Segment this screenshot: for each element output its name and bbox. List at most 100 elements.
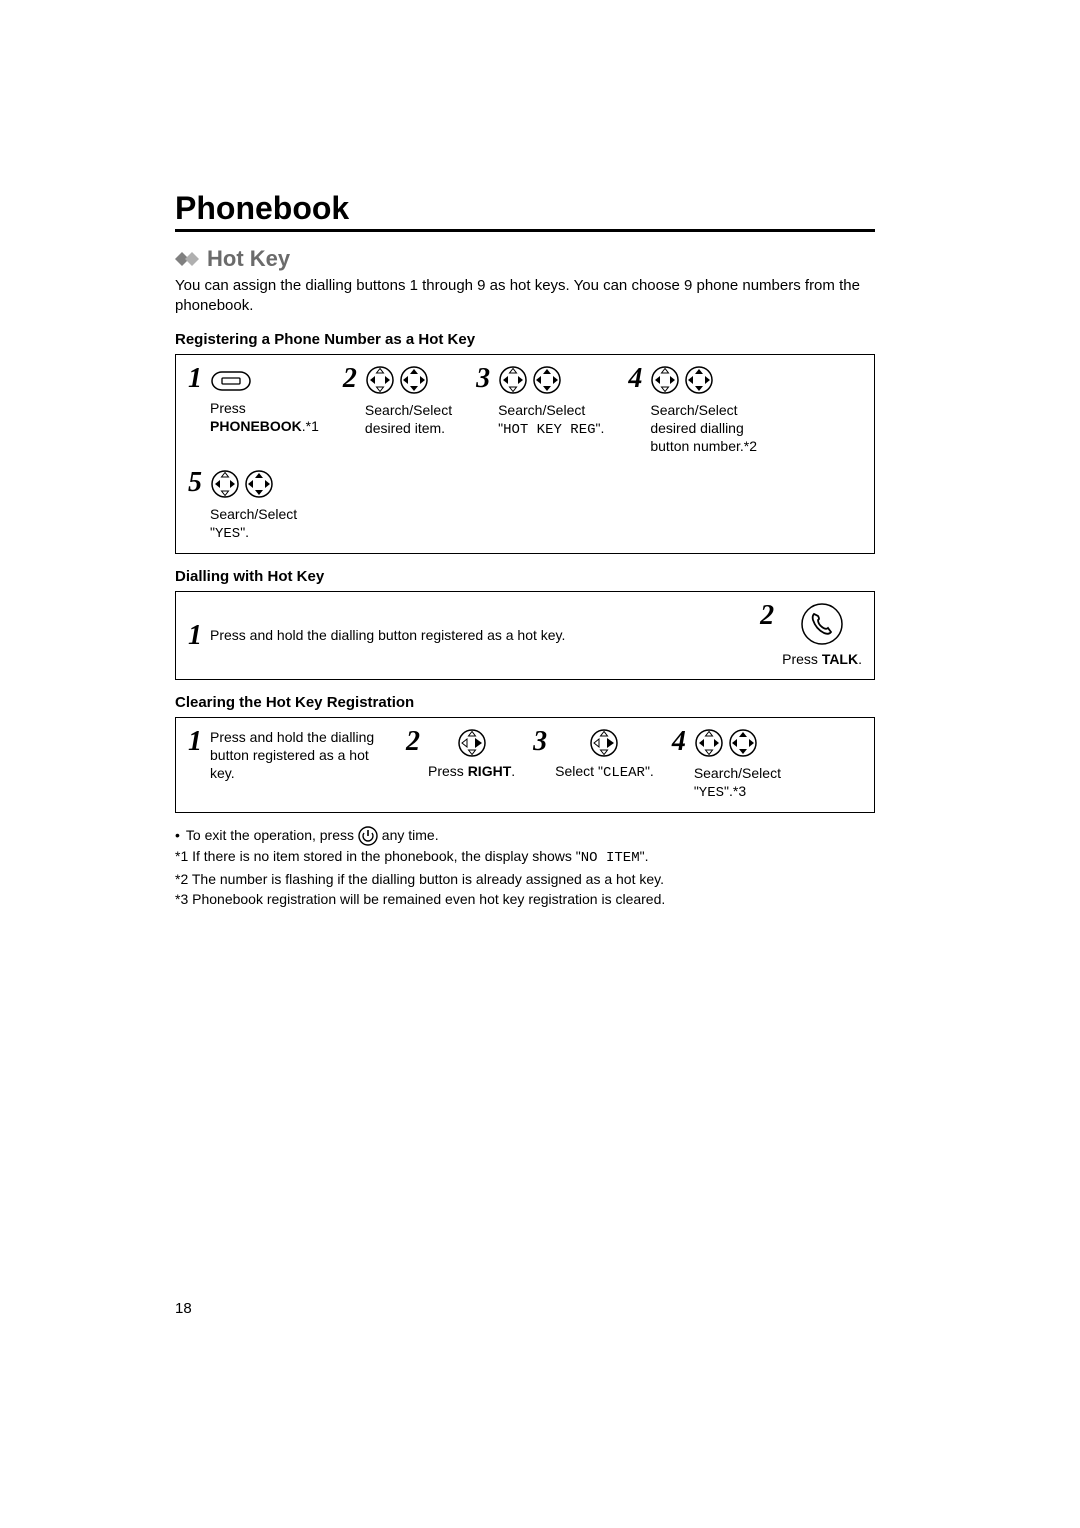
t: YES	[215, 526, 240, 542]
t: Search/Select	[498, 402, 585, 418]
t: ".	[640, 848, 649, 864]
step4-icons	[650, 365, 714, 395]
dpad-icon	[498, 365, 528, 395]
t: Search/Select	[650, 402, 737, 418]
dial-step-2: 2 Press TALK.	[760, 602, 862, 668]
t: Select	[555, 763, 598, 779]
t: To exit the operation, press any time.	[186, 825, 439, 846]
title-rule	[175, 229, 875, 232]
step1-text: Press PHONEBOOK.*1	[210, 399, 319, 435]
stepnum: 1	[188, 365, 202, 393]
t: YES	[699, 785, 724, 801]
t: RIGHT	[468, 763, 512, 779]
register-step-3: 3 Search/Select "HOT KEY REG".	[476, 365, 604, 456]
dial-step-1: 1 Press and hold the dialling button reg…	[188, 622, 565, 650]
t: .	[511, 763, 515, 779]
note-bullet: • To exit the operation, press any time.	[175, 825, 875, 846]
stepnum: 3	[476, 365, 490, 393]
clear-step-1: 1 Press and hold the dialling button reg…	[188, 728, 388, 783]
clear-heading: Clearing the Hot Key Registration	[175, 694, 875, 711]
t: Press and hold the dialling button regis…	[210, 626, 565, 644]
right-icon	[457, 728, 487, 758]
stepnum: 1	[188, 728, 202, 756]
t: To exit the operation, press	[186, 827, 358, 843]
display-button-icon	[210, 365, 252, 393]
t: Press TALK.	[782, 650, 862, 668]
stepnum: 4	[628, 365, 642, 393]
register-step-4: 4 Search/Select desired dialling button …	[628, 365, 757, 456]
register-box: 1 Press PHONEBOOK.*1 2	[175, 354, 875, 555]
clear4-icons	[694, 728, 758, 758]
t: NO ITEM	[581, 850, 640, 866]
section-title-row: Hot Key	[175, 246, 875, 272]
page-content: Phonebook Hot Key You can assign the dia…	[175, 190, 875, 909]
notes: • To exit the operation, press any time.…	[175, 825, 875, 909]
stepnum: 5	[188, 469, 202, 497]
t: Press RIGHT.	[428, 762, 515, 780]
dial-row: 1 Press and hold the dialling button reg…	[188, 602, 862, 668]
t: *1 If there is no item stored in the pho…	[175, 848, 576, 864]
t: ".*3	[724, 783, 746, 799]
t: PHONEBOOK	[210, 418, 302, 434]
stepnum: 1	[188, 622, 202, 650]
dpad-icon	[684, 365, 714, 395]
dpad-icon	[728, 728, 758, 758]
right-icon	[589, 728, 619, 758]
t: CLEAR	[603, 765, 645, 781]
dpad-icon	[399, 365, 429, 395]
t: Search/Select desired dialling button nu…	[650, 401, 757, 456]
dpad-icon	[650, 365, 680, 395]
step1-icon	[210, 365, 252, 393]
t: desired dialling	[650, 420, 743, 436]
dial-heading: Dialling with Hot Key	[175, 568, 875, 585]
dpad-icon	[532, 365, 562, 395]
note-1: *1 If there is no item stored in the pho…	[175, 846, 875, 868]
step5-icons	[210, 469, 274, 499]
stepnum: 2	[406, 728, 420, 756]
stepnum: 3	[533, 728, 547, 756]
register-heading: Registering a Phone Number as a Hot Key	[175, 331, 875, 348]
talk-icon	[800, 602, 844, 646]
register-step-5: 5 Search/Select "YES".	[188, 469, 862, 543]
dpad-icon	[694, 728, 724, 758]
t: Select "CLEAR".	[555, 762, 654, 782]
t: Press	[782, 651, 822, 667]
clear-row: 1 Press and hold the dialling button reg…	[188, 728, 862, 802]
note-2: *2 The number is flashing if the diallin…	[175, 869, 875, 889]
power-icon	[358, 826, 378, 846]
register-step-2: 2 Search/Select desired item.	[343, 365, 452, 456]
t: Search/Select "YES".*3	[694, 764, 781, 802]
t: Search/Select	[365, 402, 452, 418]
t: .	[858, 651, 862, 667]
t: HOT KEY REG	[503, 422, 595, 438]
register-row: 1 Press PHONEBOOK.*1 2	[188, 365, 862, 544]
t: ".	[645, 763, 654, 779]
dpad-icon	[210, 469, 240, 499]
section: Hot Key You can assign the dialling butt…	[175, 246, 875, 317]
page-number: 18	[175, 1300, 192, 1317]
dpad-icon	[244, 469, 274, 499]
t: Search/Select desired item.	[365, 401, 452, 437]
t: ".	[596, 420, 605, 436]
t: any time.	[382, 827, 439, 843]
section-title: Hot Key	[207, 246, 290, 272]
clear-step-2: 2 Press RIGHT.	[406, 728, 515, 780]
t: .*1	[302, 418, 319, 434]
t: Search/Select	[694, 765, 781, 781]
dpad-icon	[365, 365, 395, 395]
register-step-1: 1 Press PHONEBOOK.*1	[188, 365, 319, 456]
t: TALK	[822, 651, 858, 667]
stepnum: 2	[343, 365, 357, 393]
t: Search/Select "YES".	[210, 505, 297, 543]
t: ".	[240, 524, 249, 540]
bullet-dot: •	[175, 825, 180, 846]
step2-icons	[365, 365, 429, 395]
diamond-icon	[175, 246, 201, 272]
t: Press and hold the dialling button regis…	[210, 728, 375, 783]
stepnum: 2	[760, 602, 774, 630]
section-desc: You can assign the dialling buttons 1 th…	[175, 276, 875, 317]
clear-step-4: 4 Search/Select "YES".*3	[672, 728, 781, 802]
stepnum: 4	[672, 728, 686, 756]
page-title: Phonebook	[175, 190, 875, 227]
note-3: *3 Phonebook registration will be remain…	[175, 889, 875, 909]
